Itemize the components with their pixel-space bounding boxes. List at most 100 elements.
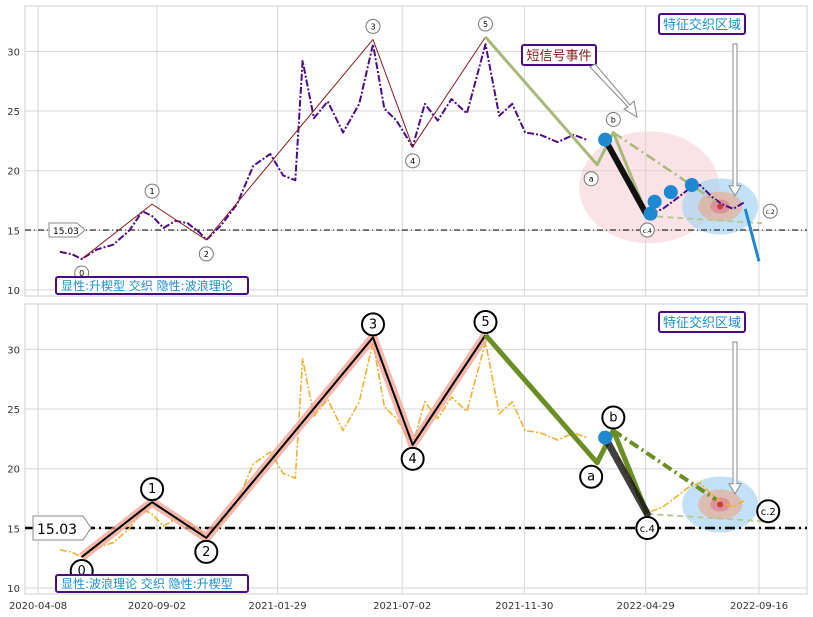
panel-bottom-callout-box — [658, 311, 746, 333]
panel-top-signal-dot — [643, 206, 658, 221]
panel-top-signal-dot — [647, 194, 662, 209]
panel-bottom-wave-marker — [140, 477, 165, 502]
panel-top-callout-box — [521, 44, 597, 66]
panel-top-wave-label: 4 — [410, 157, 415, 166]
panel-top-wave-marker — [477, 16, 493, 32]
panel-top-y-tick-label: 20 — [7, 167, 20, 178]
panel-bottom-wave-label: b — [609, 411, 617, 426]
x-tick-label: 2021-01-29 — [248, 601, 306, 612]
panel-bottom-wave-marker — [756, 499, 781, 524]
panel-bottom-signal-bar — [601, 434, 651, 518]
panel-top-wave-marker — [583, 171, 599, 187]
panel-bottom-center-dot — [717, 501, 724, 508]
x-tick-label: 2021-11-30 — [495, 601, 553, 612]
panel-top-wave-corrective — [484, 36, 649, 217]
panel-bottom-y-tick-label: 25 — [7, 405, 20, 416]
panel-top-price-series — [59, 43, 587, 261]
panel-top-callout-box — [658, 13, 746, 35]
panel-bottom-price-series — [616, 456, 746, 513]
panel-top-frame — [24, 5, 808, 297]
panel-bottom-wave-marker — [400, 446, 425, 471]
x-tick-label: 2022-04-29 — [617, 601, 675, 612]
panel-top-center-dot — [717, 203, 724, 210]
panel-top-forecast-line — [743, 208, 761, 262]
x-tick-label: 2020-04-08 — [9, 601, 67, 612]
panel-top-wave-marker — [605, 112, 621, 128]
panel-top-wave-marker — [198, 246, 214, 262]
panel-top-callout-text: 特征交织区域 — [663, 17, 741, 33]
panel-top-threshold-label-box — [48, 222, 86, 238]
panel-top-wave-label: 2 — [204, 250, 209, 259]
panel-bottom-callout-arrow — [728, 341, 742, 495]
panel-top-wave-label: 5 — [483, 20, 488, 29]
panel-bottom-wave-label: 0 — [78, 564, 86, 579]
panel-bottom-y-tick-label: 30 — [7, 345, 20, 356]
panel-top-signal-bar — [602, 136, 651, 220]
panel-bottom-wave-tail — [647, 513, 763, 523]
x-tick-label: 2020-09-02 — [128, 601, 186, 612]
panel-bottom-caption: 显性:波浪理论 交织 隐性:升楔型 — [61, 576, 233, 591]
panel-bottom-threshold-label: 15.03 — [37, 522, 77, 538]
panel-top-wave-marker — [405, 153, 421, 169]
panel-top-callout-arrow — [589, 63, 638, 119]
panel-bottom-wave-marker — [601, 405, 626, 430]
panel-bottom-wave-impulse — [81, 334, 487, 558]
panel-bottom-signal-dot — [598, 430, 613, 445]
panel-bottom-wave-label: a — [587, 470, 595, 485]
panel-bottom-y-tick-label: 20 — [7, 465, 20, 476]
panel-top-wave-label: 0 — [79, 269, 84, 278]
panel-top-wave-label: c.2 — [766, 209, 775, 216]
panel-bottom-wave-label: 5 — [481, 315, 489, 330]
x-tick-label: 2022-09-16 — [730, 601, 788, 612]
panel-top: 10 15 20 25 30 0 1 2 3 4 5 a b c.4 c.2 15.03 显性:升楔型 交织 隐… — [7, 5, 808, 297]
panel-bottom-threshold-label-box — [32, 515, 92, 541]
panel-top-signal-dot — [598, 132, 613, 147]
panel-bottom-wave-marker — [473, 310, 498, 335]
panel-bottom-wave-label: c.4 — [640, 524, 655, 535]
panel-top-y-tick-label: 30 — [7, 47, 20, 58]
panel-top-wave-tail — [647, 215, 763, 225]
panel-bottom-caption-box — [55, 574, 249, 593]
panel-bottom-price-series — [59, 341, 587, 558]
panel-bottom-wave-marker — [361, 312, 386, 337]
panel-top-wave-marker — [639, 222, 655, 238]
panel-bottom-wave-label: c.2 — [761, 507, 776, 518]
panel-top-y-tick-label: 15 — [7, 226, 20, 237]
panel-top-wave-marker — [365, 18, 381, 34]
panel-top-signal-dot — [663, 185, 678, 200]
panel-bottom-wave-label: 3 — [369, 317, 377, 332]
panel-top-wave-label: c.4 — [643, 228, 652, 235]
panel-top-wave-marker — [144, 183, 160, 199]
panel-top-caption: 显性:升楔型 交织 隐性:波浪理论 — [61, 278, 233, 293]
panel-top-y-tick-label: 25 — [7, 107, 20, 118]
panel-top-wave-label: 1 — [150, 187, 155, 196]
panel-top-wave-impulse — [81, 36, 486, 260]
panel-bottom-wave-marker — [194, 539, 219, 564]
panel-bottom-y-tick-label: 10 — [7, 584, 20, 595]
panel-top-y-tick-label: 10 — [7, 286, 20, 297]
panel-bottom-wave-marker — [635, 516, 660, 541]
panel-bottom-wave-corrective — [483, 333, 650, 515]
panel-top-wave-label: b — [611, 116, 616, 125]
panel-bottom-wave-label: 1 — [148, 482, 156, 497]
panel-bottom-callout-text: 特征交织区域 — [663, 315, 741, 331]
panel-top-wave-label: 3 — [370, 22, 375, 31]
panel-bottom-wave-marker — [579, 464, 604, 489]
panel-bottom-wave-projection — [612, 428, 718, 502]
panel-top-wave-marker — [762, 203, 778, 219]
panel-top-wave-projection — [612, 131, 717, 203]
panel-top-price-series — [616, 158, 746, 215]
panel-bottom-wave-label: 2 — [202, 545, 210, 560]
panel-top-wave-label: a — [589, 175, 594, 184]
panel-top-callout-text: 短信号事件 — [526, 49, 591, 64]
panel-top-callout-arrow — [728, 43, 742, 197]
x-tick-label: 2021-07-02 — [373, 601, 431, 612]
panel-top-signal-dot — [684, 178, 699, 193]
panel-top-caption-box — [55, 276, 249, 295]
panel-bottom-wave-label: 4 — [409, 452, 417, 467]
panel-bottom-y-tick-label: 15 — [7, 524, 20, 535]
panel-top-threshold-label: 15.03 — [53, 227, 79, 237]
